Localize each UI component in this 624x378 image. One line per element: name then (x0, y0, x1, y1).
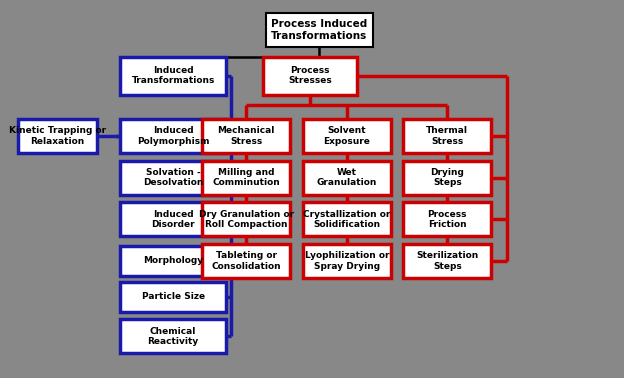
FancyBboxPatch shape (403, 202, 492, 236)
Text: Process
Friction: Process Friction (427, 209, 467, 229)
FancyBboxPatch shape (266, 13, 373, 47)
Text: Induced
Polymorphism: Induced Polymorphism (137, 126, 210, 146)
FancyBboxPatch shape (303, 119, 391, 153)
Text: Lyophilization or
Spray Drying: Lyophilization or Spray Drying (305, 251, 389, 271)
FancyBboxPatch shape (202, 202, 290, 236)
Text: Milling and
Comminution: Milling and Comminution (212, 168, 280, 187)
FancyBboxPatch shape (120, 202, 227, 236)
FancyBboxPatch shape (263, 57, 358, 94)
Text: Wet
Granulation: Wet Granulation (316, 168, 377, 187)
FancyBboxPatch shape (202, 119, 290, 153)
FancyBboxPatch shape (17, 119, 97, 153)
FancyBboxPatch shape (202, 244, 290, 278)
FancyBboxPatch shape (403, 119, 492, 153)
FancyBboxPatch shape (120, 282, 227, 312)
FancyBboxPatch shape (120, 57, 227, 94)
Text: Process Induced
Transformations: Process Induced Transformations (271, 19, 368, 41)
Text: Mechanical
Stress: Mechanical Stress (218, 126, 275, 146)
Text: Sterilization
Steps: Sterilization Steps (416, 251, 479, 271)
FancyBboxPatch shape (120, 319, 227, 353)
FancyBboxPatch shape (303, 202, 391, 236)
FancyBboxPatch shape (120, 246, 227, 276)
Text: Thermal
Stress: Thermal Stress (426, 126, 468, 146)
Text: Solvation -
Desolvation: Solvation - Desolvation (143, 168, 203, 187)
Text: Drying
Steps: Drying Steps (431, 168, 464, 187)
Text: Tableting or
Consolidation: Tableting or Consolidation (212, 251, 281, 271)
Text: Dry Granulation or
Roll Compaction: Dry Granulation or Roll Compaction (198, 209, 294, 229)
Text: Crystallization or
Solidification: Crystallization or Solidification (303, 209, 391, 229)
FancyBboxPatch shape (202, 161, 290, 195)
FancyBboxPatch shape (403, 161, 492, 195)
Text: Solvent
Exposure: Solvent Exposure (323, 126, 370, 146)
FancyBboxPatch shape (120, 161, 227, 195)
FancyBboxPatch shape (303, 161, 391, 195)
Text: Chemical
Reactivity: Chemical Reactivity (147, 327, 199, 346)
Text: Particle Size: Particle Size (142, 292, 205, 301)
Text: Kinetic Trapping or
Relaxation: Kinetic Trapping or Relaxation (9, 126, 106, 146)
Text: Induced
Transformations: Induced Transformations (132, 66, 215, 85)
FancyBboxPatch shape (303, 244, 391, 278)
FancyBboxPatch shape (403, 244, 492, 278)
FancyBboxPatch shape (120, 119, 227, 153)
Text: Morphology: Morphology (143, 256, 203, 265)
Text: Induced
Disorder: Induced Disorder (151, 209, 195, 229)
Text: Process
Stresses: Process Stresses (288, 66, 332, 85)
